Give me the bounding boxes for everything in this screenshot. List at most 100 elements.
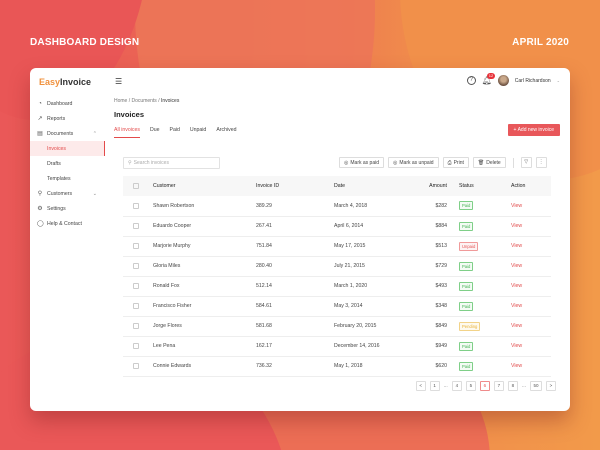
view-link[interactable]: View — [511, 343, 523, 349]
tab-all-invoices[interactable]: All invoices — [114, 127, 140, 138]
row-checkbox[interactable] — [133, 202, 139, 209]
view-link[interactable]: View — [511, 202, 523, 209]
view-link[interactable]: View — [511, 363, 523, 369]
amount-cell: $884 — [409, 216, 451, 237]
date-cell: April 6, 2014 — [334, 216, 409, 237]
col-date[interactable]: Date — [334, 176, 409, 196]
sidebar-item-invoices[interactable]: Invoices — [30, 141, 105, 156]
breadcrumb-home[interactable]: Home — [114, 98, 128, 104]
status-badge: Paid — [459, 221, 474, 231]
table-header: Customer Invoice ID Date Amount Status A… — [123, 176, 551, 196]
date-cell: March 1, 2020 — [334, 276, 409, 297]
gear-icon: ⚙ — [37, 205, 43, 212]
sidebar-item-templates[interactable]: Templates — [47, 175, 71, 182]
avatar[interactable] — [497, 75, 509, 86]
menu-toggle-icon[interactable]: ☰ — [115, 77, 123, 86]
customer-cell: Ronald Fox — [153, 276, 256, 297]
status-badge: Unpaid — [459, 241, 479, 251]
row-checkbox[interactable] — [133, 243, 139, 249]
col-invoice-id[interactable]: Invoice ID — [256, 176, 334, 196]
row-checkbox[interactable] — [133, 363, 139, 369]
sidebar-item-help[interactable]: ◯ Help & Contact — [37, 220, 82, 227]
page-6-current[interactable]: 6 — [479, 381, 490, 391]
table-row: Ronald Fox 512.14 March 1, 2020 $493 Paid Vie… — [123, 276, 551, 297]
status-badge: Pending — [459, 321, 481, 331]
tab-archived[interactable]: Archived — [216, 127, 237, 133]
customer-cell: Shawn Robertson — [153, 196, 256, 217]
logo[interactable]: EasyInvoice — [39, 77, 92, 87]
col-status[interactable]: Status — [459, 176, 511, 196]
row-checkbox[interactable] — [133, 343, 139, 349]
page-8[interactable]: 8 — [507, 381, 518, 391]
row-checkbox[interactable] — [133, 223, 139, 229]
amount-cell: $493 — [409, 276, 451, 297]
sidebar-item-dashboard[interactable]: ◔ Dashboard — [38, 100, 73, 107]
page-1[interactable]: 1 — [429, 381, 440, 391]
col-customer[interactable]: Customer — [153, 176, 256, 196]
ellipsis: ... — [443, 383, 448, 389]
prev-page-button[interactable]: < — [415, 381, 426, 391]
filter-button[interactable]: ▽ — [520, 157, 532, 168]
page-4[interactable]: 4 — [451, 381, 462, 391]
next-page-button[interactable]: > — [546, 381, 556, 391]
filter-icon: ▽ — [524, 159, 529, 165]
tab-due[interactable]: Due — [149, 127, 160, 133]
tab-paid[interactable]: Paid — [169, 127, 180, 133]
sidebar-item-drafts[interactable]: Drafts — [47, 160, 61, 167]
row-checkbox[interactable] — [133, 323, 139, 329]
sidebar-item-customers[interactable]: ⚲ Customers ⌄ — [37, 190, 97, 197]
bell-icon[interactable]: 🔔︎ 12 — [481, 73, 496, 85]
invoice-id-cell: 162.17 — [256, 336, 334, 357]
print-button[interactable]: ⎙ Print — [442, 157, 469, 168]
col-amount[interactable]: Amount — [409, 176, 451, 196]
table-row: Connie Edwards 736.32 May 1, 2018 $620 Paid V… — [123, 356, 551, 377]
invoice-id-cell: 389.29 — [256, 196, 334, 217]
view-link[interactable]: View — [511, 263, 523, 269]
view-link[interactable]: View — [511, 323, 523, 329]
view-link[interactable]: View — [511, 303, 523, 309]
trash-icon: 🗑︎ — [477, 159, 485, 166]
page-7[interactable]: 7 — [493, 381, 504, 391]
user-name[interactable]: Carl Richardson — [514, 77, 551, 84]
mark-as-unpaid-button[interactable]: ◎ Mark as unpaid — [388, 157, 439, 168]
view-link[interactable]: View — [511, 223, 523, 229]
row-checkbox[interactable] — [133, 283, 139, 289]
mark-as-paid-button[interactable]: ◎ Mark as paid — [339, 157, 384, 168]
amount-cell: $513 — [409, 236, 451, 257]
tabs: All invoices Due Paid Unpaid Archived — [114, 127, 237, 138]
delete-button[interactable]: 🗑︎ Delete — [472, 157, 506, 168]
row-checkbox[interactable] — [133, 303, 139, 309]
page-5[interactable]: 5 — [465, 381, 476, 391]
row-checkbox[interactable] — [133, 263, 139, 269]
customer-cell: Lee Pena — [153, 336, 256, 357]
page-50[interactable]: 50 — [530, 381, 542, 391]
printer-icon: ⎙ — [447, 159, 452, 166]
dashboard-icon: ◔ — [38, 100, 42, 107]
chevron-down-icon[interactable]: ⌄ — [556, 78, 560, 83]
table-row: Lee Pena 162.17 December 14, 2016 $949 Paid V… — [123, 336, 551, 357]
sidebar: EasyInvoice ◔ Dashboard ↗ Reports ▤ Documen… — [30, 68, 105, 411]
select-all-checkbox[interactable] — [133, 183, 139, 189]
invoice-id-cell: 584.61 — [256, 296, 334, 317]
view-link[interactable]: View — [511, 243, 523, 249]
amount-cell: $949 — [409, 336, 451, 357]
documents-icon: ▤ — [37, 130, 43, 137]
customer-cell: Francisco Fisher — [153, 296, 256, 317]
trend-icon: ↗ — [37, 115, 43, 122]
search-input[interactable]: ⚲ Search invoices — [123, 157, 220, 169]
sidebar-item-documents[interactable]: ▤ Documents ⌃ — [37, 130, 97, 137]
status-badge: Paid — [459, 361, 474, 371]
tab-unpaid[interactable]: Unpaid — [189, 127, 207, 133]
sidebar-item-reports[interactable]: ↗ Reports — [37, 115, 66, 122]
chevron-up-icon: ⌃ — [92, 130, 97, 137]
view-link[interactable]: View — [511, 283, 523, 289]
add-new-invoice-button[interactable]: + Add new invoice — [507, 124, 560, 136]
date-cell: December 14, 2016 — [334, 336, 409, 357]
sidebar-item-settings[interactable]: ⚙ Settings — [37, 205, 66, 212]
breadcrumb: Home / Documents / Invoices — [114, 98, 180, 104]
invoice-id-cell: 512.14 — [256, 276, 334, 297]
more-button[interactable]: ⋮ — [535, 157, 547, 168]
breadcrumb-documents[interactable]: Documents — [131, 98, 157, 104]
help-icon[interactable]: ? — [466, 76, 476, 85]
table-row: Shawn Robertson 389.29 March 4, 2018 $282 Pa… — [123, 196, 551, 217]
